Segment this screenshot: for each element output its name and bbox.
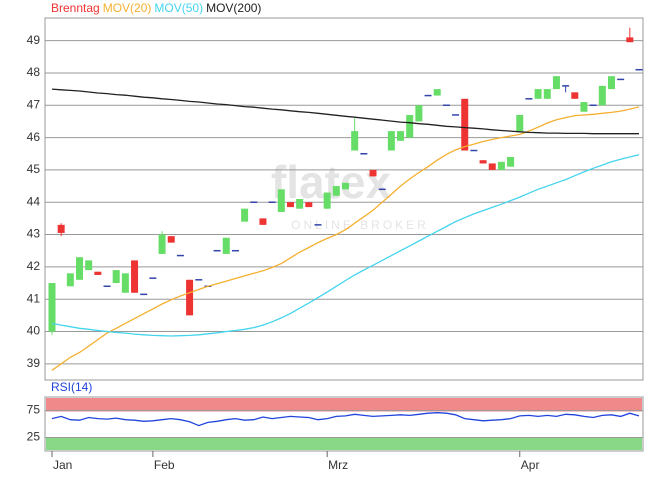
candle-body (277, 189, 285, 212)
y-tick-label: 75 (27, 403, 41, 417)
legend-label: MOV(50) (154, 1, 203, 15)
candle-body (332, 186, 340, 196)
candle-body (571, 92, 579, 99)
y-tick-label: 45 (27, 162, 41, 176)
legend-label: Brenntag (51, 1, 100, 15)
y-tick-label: 46 (27, 130, 41, 144)
candle-body (131, 260, 139, 293)
candle-body (259, 218, 267, 225)
watermark: flatex (271, 156, 392, 208)
x-tick-label: Feb (154, 458, 175, 472)
y-tick-label: 43 (27, 227, 41, 241)
candle-body (94, 271, 102, 275)
y-tick-label: 49 (27, 33, 41, 47)
candle-body (598, 85, 606, 106)
candle-body (76, 257, 84, 280)
candle-body (296, 199, 304, 209)
line-series (51, 412, 640, 427)
legend-label: MOV(200) (206, 1, 261, 15)
upper-zone (46, 398, 642, 412)
candle-body (369, 169, 377, 177)
candle-body (351, 131, 359, 151)
x-tick-label: Jan (53, 458, 72, 472)
candle-body (552, 76, 560, 90)
y-tick-label: 25 (27, 430, 41, 444)
candle-body (406, 114, 414, 138)
candle-body (66, 273, 74, 287)
candle-body (433, 89, 441, 96)
candle-body (580, 102, 588, 112)
x-tick-label: Apr (521, 458, 540, 472)
candle-body (167, 236, 175, 243)
y-tick-label: 44 (27, 194, 41, 208)
y-tick-label: 39 (27, 356, 41, 370)
line-series (51, 106, 640, 371)
candle-body (479, 160, 487, 164)
candle-body (57, 224, 65, 233)
y-tick-label: 48 (27, 65, 41, 79)
candle-body (48, 283, 56, 332)
candle-body (497, 161, 505, 170)
candle-body (222, 237, 230, 254)
y-tick-label: 40 (27, 324, 41, 338)
candle-body (323, 192, 331, 209)
candle-body (626, 37, 634, 43)
candle-body (85, 260, 93, 271)
plot-frame (44, 396, 644, 452)
candle-body (461, 98, 469, 151)
candle-body (121, 273, 129, 293)
candle-body (305, 202, 313, 208)
x-tick-label: Mrz (328, 458, 348, 472)
candle-body (507, 156, 515, 167)
candle-body (397, 131, 405, 141)
legend-label: MOV(20) (103, 1, 152, 15)
candle-body (607, 76, 615, 90)
candle-body (286, 202, 294, 208)
candle-body (516, 114, 524, 132)
candle-body (241, 208, 249, 222)
candle-body (112, 270, 120, 284)
candle-body (543, 89, 551, 99)
line-series (51, 154, 640, 337)
y-tick-label: 47 (27, 97, 41, 111)
lower-zone (46, 437, 642, 450)
candle-body (186, 279, 194, 316)
legend-label: RSI(14) (51, 380, 92, 394)
y-tick-label: 41 (27, 291, 41, 305)
y-tick-label: 42 (27, 259, 41, 273)
candle-body (387, 131, 395, 151)
candle-body (158, 234, 166, 254)
plot-frame (44, 17, 644, 381)
line-series (51, 88, 639, 135)
candle-body (534, 89, 542, 99)
candle-body (415, 105, 423, 122)
candle-body (342, 182, 349, 190)
watermark-sub: ONLINE BROKER (291, 218, 429, 232)
candle-body (488, 163, 496, 170)
